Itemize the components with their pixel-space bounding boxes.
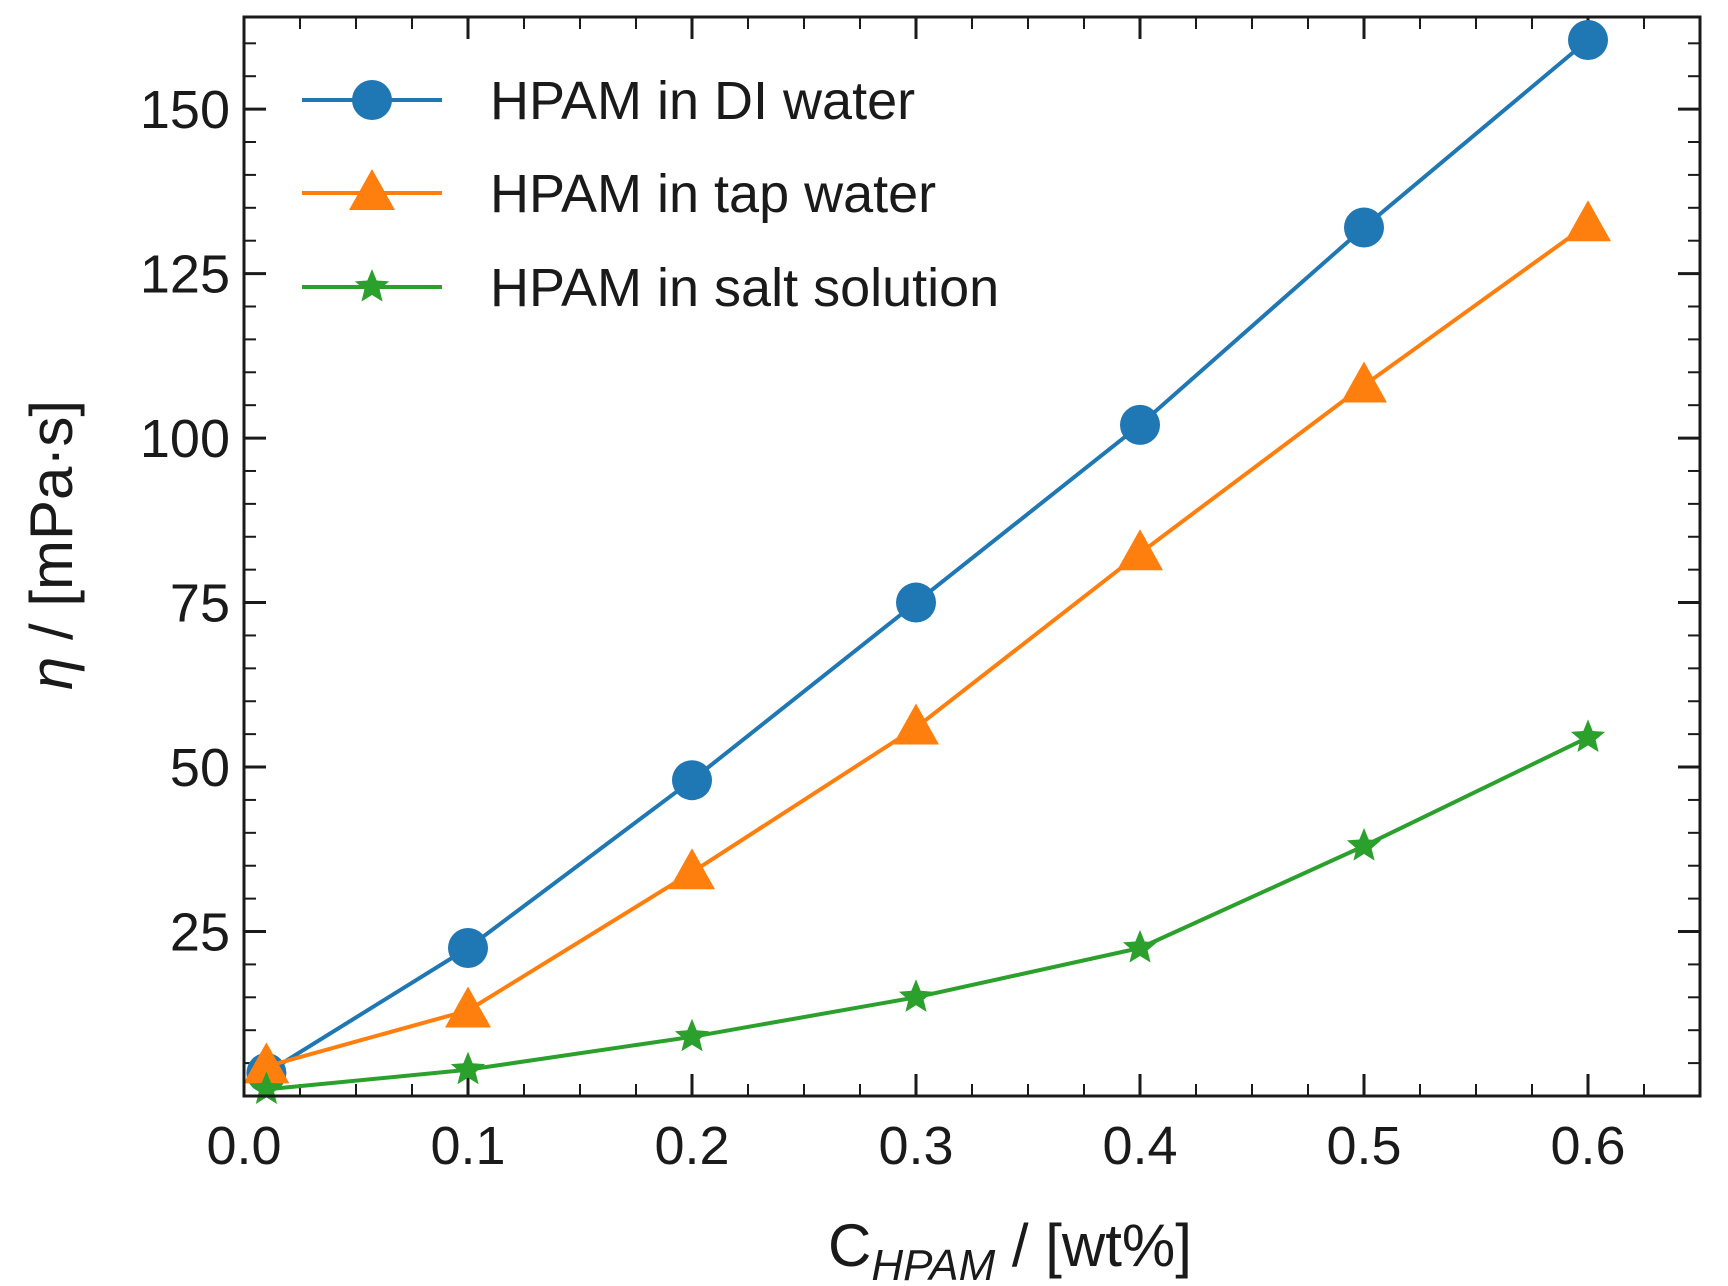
legend-label: HPAM in DI water: [490, 71, 915, 131]
legend-label: HPAM in tap water: [490, 164, 936, 224]
circle-marker: [1344, 207, 1384, 248]
triangle-marker: [1341, 361, 1387, 403]
x-tick-label: 0.1: [430, 1116, 505, 1176]
triangle-marker: [1565, 200, 1611, 242]
x-axis-title: CHPAM / [wt%]: [828, 1212, 1192, 1286]
circle-marker: [1568, 20, 1608, 61]
legend: HPAM in DI water HPAM in tap water HPAM in…: [302, 71, 999, 318]
circle-marker: [672, 760, 712, 801]
star-marker: [1122, 930, 1158, 963]
y-axis-title-unit: / [mPa·s]: [18, 400, 85, 657]
x-tick-label: 0.0: [206, 1116, 281, 1176]
legend-triangle-marker: [349, 169, 395, 210]
legend-entry: HPAM in salt solution: [302, 258, 999, 318]
minor-ticks: [244, 17, 1701, 1096]
circle-marker: [448, 927, 488, 968]
star-marker: [1346, 828, 1382, 861]
triangle-marker: [243, 1042, 290, 1084]
legend-entry: HPAM in tap water: [302, 164, 936, 224]
star-marker: [450, 1051, 486, 1085]
y-axis-title-symbol: η: [18, 657, 85, 690]
legend-circle-marker: [352, 80, 392, 120]
plot-frame: [242, 15, 1702, 1098]
x-tick-label: 0.2: [654, 1116, 729, 1176]
x-axis-title-subscript: HPAM: [871, 1241, 995, 1286]
y-tick-label: 25: [170, 903, 230, 963]
star-marker: [674, 1018, 710, 1052]
y-tick-label: 125: [140, 245, 230, 305]
star-marker: [1570, 719, 1606, 752]
y-axis-title: η / [mPa·s]: [18, 400, 85, 690]
legend-entry: HPAM in DI water: [302, 71, 915, 131]
circle-marker: [1120, 404, 1160, 445]
triangle-marker: [669, 848, 715, 890]
legend-label: HPAM in salt solution: [490, 258, 999, 318]
y-tick-label: 50: [170, 738, 230, 798]
series-layer: [243, 20, 1611, 1104]
circle-marker: [896, 582, 936, 623]
triangle-marker: [893, 703, 939, 745]
x-tick-labels: 0.0 0.1 0.2 0.3 0.4 0.5 0.6: [206, 1116, 1625, 1176]
x-tick-label: 0.6: [1550, 1116, 1625, 1176]
x-tick-label: 0.5: [1326, 1116, 1401, 1176]
triangle-marker: [1117, 529, 1163, 571]
x-tick-label: 0.3: [878, 1116, 953, 1176]
x-axis-title-unit: / [wt%]: [995, 1212, 1192, 1279]
star-marker: [898, 979, 934, 1012]
legend-star-marker: [354, 269, 390, 302]
series-2: [243, 200, 1611, 1084]
y-tick-label: 100: [140, 409, 230, 469]
y-tick-label: 150: [140, 80, 230, 140]
triangle-marker: [445, 986, 491, 1028]
x-axis-title-main: C: [828, 1212, 871, 1279]
y-tick-label: 75: [170, 574, 230, 634]
x-tick-label: 0.4: [1102, 1116, 1177, 1176]
y-tick-labels: 25 50 75 100 125 150: [140, 80, 230, 962]
major-ticks: [242, 17, 1700, 1096]
